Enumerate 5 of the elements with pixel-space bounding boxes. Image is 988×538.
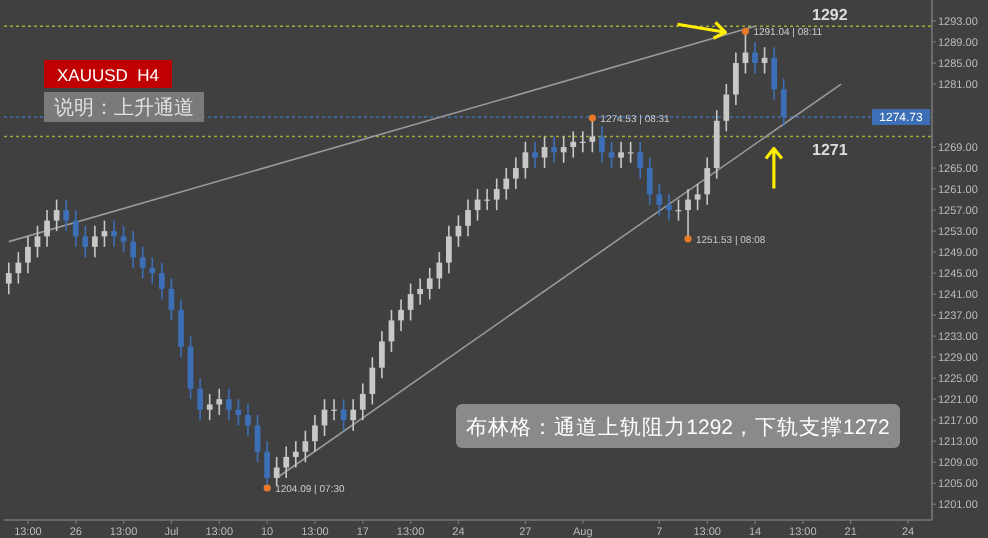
ref-line-label: 1271 [812,140,849,159]
text: XAUUSD H4 [56,65,160,85]
text: 说明：上升通道 [54,96,194,120]
annotation: 布林格：通道上轨阻力1292，下轨支撑1272 [466,414,891,440]
ref-line-label: 1292 [812,6,849,25]
